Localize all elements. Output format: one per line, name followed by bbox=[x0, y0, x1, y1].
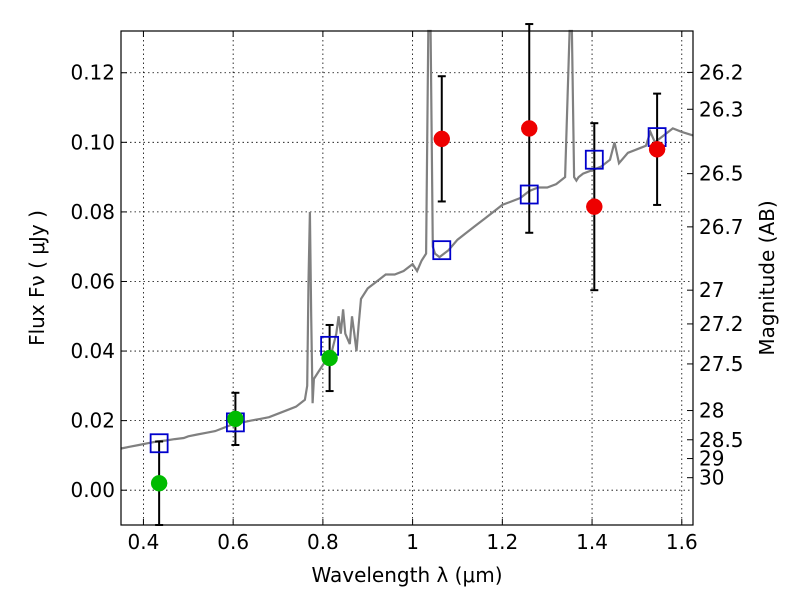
detection-marker bbox=[227, 410, 244, 428]
y-tick-label: 0.04 bbox=[70, 339, 115, 363]
y-axis-title: Flux Fν ( μJy ) bbox=[25, 210, 49, 346]
right-tick-label: 30 bbox=[699, 466, 724, 490]
right-tick-label: 27 bbox=[699, 278, 724, 302]
x-tick-label: 1 bbox=[406, 530, 419, 554]
y-tick-label: 0.08 bbox=[70, 200, 115, 224]
right-tick-label: 26.7 bbox=[699, 215, 744, 239]
detection-marker bbox=[433, 130, 451, 148]
model-square-marker bbox=[519, 184, 539, 205]
right-tick-label: 27.2 bbox=[699, 312, 744, 336]
detection-marker bbox=[150, 475, 168, 492]
spectrum-line bbox=[120, 29, 694, 450]
model-square-marker bbox=[432, 240, 452, 261]
right-tick-label: 26.5 bbox=[699, 162, 744, 186]
right-tick-label: 26.3 bbox=[699, 97, 744, 121]
data-markers bbox=[149, 120, 667, 492]
right-axis-title: Magnitude (AB) bbox=[755, 200, 779, 355]
spectrum-path bbox=[120, 29, 694, 450]
grid-lines bbox=[121, 31, 693, 525]
detection-marker bbox=[321, 349, 338, 367]
plot-frame bbox=[120, 30, 694, 526]
x-tick-label: 0.6 bbox=[217, 530, 249, 554]
y-tick-label: 0.12 bbox=[70, 61, 115, 85]
y-tick-label: 0.02 bbox=[70, 409, 115, 433]
right-tick-label: 26.2 bbox=[699, 60, 744, 84]
right-tick-label: 29 bbox=[699, 447, 724, 471]
model-square-marker bbox=[149, 433, 169, 454]
x-tick-label: 1.2 bbox=[486, 530, 518, 554]
y-tick-label: 0.00 bbox=[70, 478, 115, 502]
y-tick-label: 0.10 bbox=[70, 130, 115, 154]
right-tick-label: 28.5 bbox=[699, 428, 744, 452]
x-tick-label: 1.4 bbox=[576, 530, 608, 554]
x-tick-label: 0.8 bbox=[307, 530, 339, 554]
x-tick-label: 0.4 bbox=[128, 530, 160, 554]
detection-marker bbox=[521, 120, 538, 137]
right-tick-label: 28 bbox=[699, 399, 724, 423]
detection-marker bbox=[586, 198, 603, 215]
model-square-marker bbox=[584, 149, 604, 170]
detection-marker bbox=[648, 141, 666, 158]
x-tick-label: 1.6 bbox=[666, 530, 698, 554]
axis-ticks: 0.4 0.6 0.8 1 1.2 1.4 1.6 0.00 0.02 0.04 0.06 0.08 0… bbox=[70, 31, 744, 554]
x-axis-title: Wavelength λ (μm) bbox=[311, 563, 502, 587]
right-tick-label: 27.5 bbox=[699, 352, 744, 376]
y-tick-label: 0.06 bbox=[70, 269, 115, 293]
